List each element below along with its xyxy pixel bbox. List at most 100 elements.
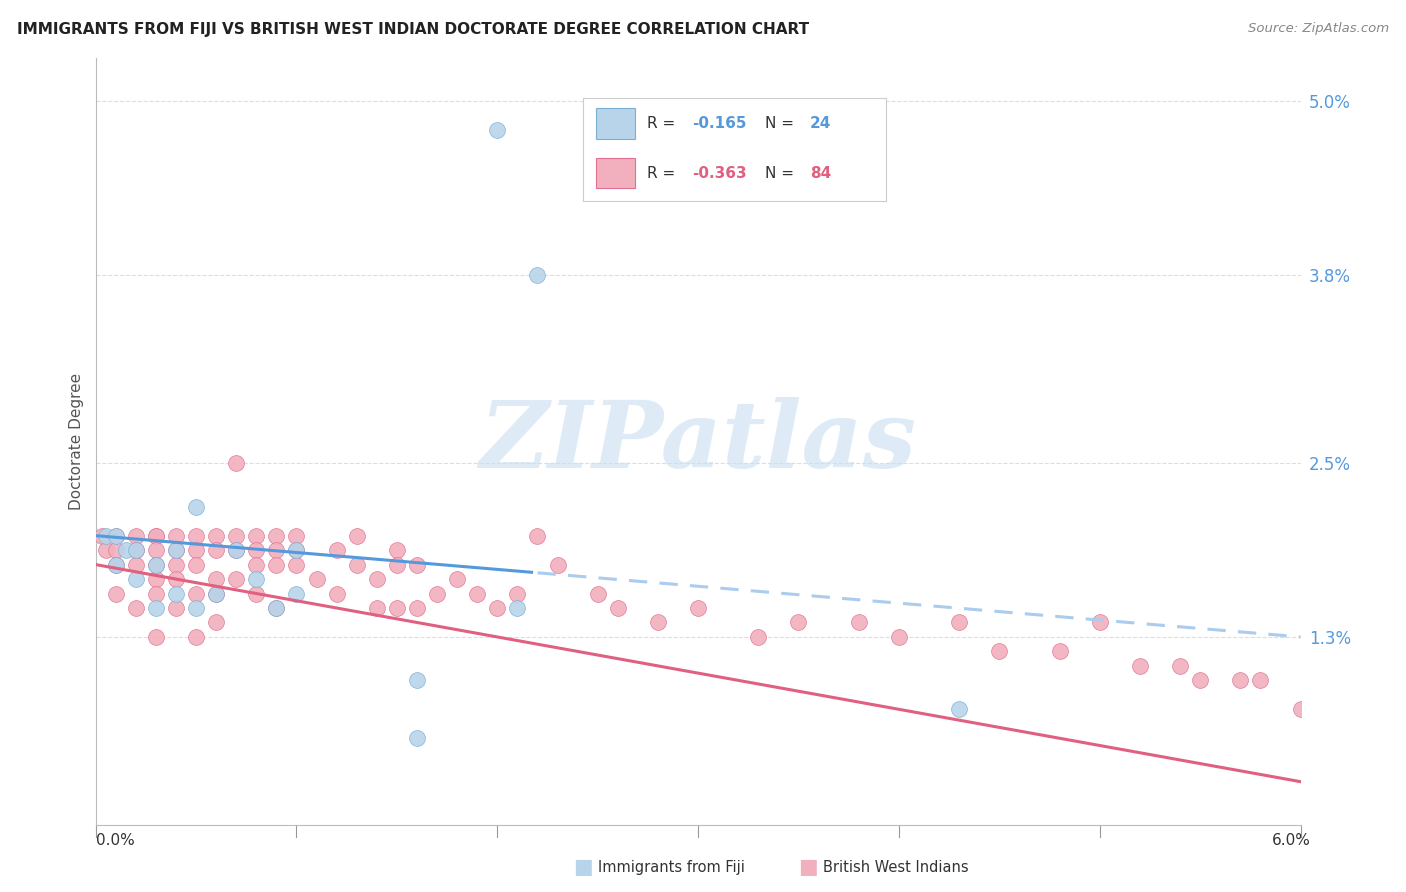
Point	[506, 601, 529, 615]
Text: N =: N =	[765, 166, 799, 180]
Point	[205, 615, 228, 630]
Point	[125, 528, 148, 542]
Point	[165, 601, 187, 615]
Text: Immigrants from Fiji: Immigrants from Fiji	[598, 860, 744, 874]
Point	[787, 615, 810, 630]
Point	[245, 572, 267, 586]
FancyBboxPatch shape	[596, 109, 636, 139]
Point	[1049, 644, 1071, 658]
Point	[184, 558, 207, 572]
Point	[245, 586, 267, 600]
Text: R =: R =	[647, 116, 681, 131]
Point	[225, 543, 247, 558]
Point	[184, 630, 207, 644]
Point	[266, 558, 288, 572]
Point	[266, 601, 288, 615]
Point	[225, 572, 247, 586]
Point	[125, 543, 148, 558]
Point	[205, 528, 228, 542]
Point	[245, 558, 267, 572]
Point	[104, 558, 127, 572]
Point	[486, 123, 509, 137]
Point	[647, 615, 669, 630]
Point	[94, 528, 117, 542]
Point	[104, 528, 127, 542]
Point	[125, 543, 148, 558]
Point	[406, 601, 429, 615]
Point	[486, 601, 509, 615]
Point	[245, 543, 267, 558]
Text: British West Indians: British West Indians	[823, 860, 969, 874]
Point	[184, 543, 207, 558]
Point	[145, 572, 167, 586]
Point	[114, 543, 136, 558]
Point	[104, 543, 127, 558]
Point	[747, 630, 769, 644]
Text: R =: R =	[647, 166, 681, 180]
Point	[385, 558, 408, 572]
Text: -0.165: -0.165	[692, 116, 747, 131]
Text: 0.0%: 0.0%	[96, 833, 135, 847]
Point	[1189, 673, 1212, 688]
Point	[165, 586, 187, 600]
Text: 24: 24	[810, 116, 831, 131]
Point	[104, 528, 127, 542]
Point	[245, 528, 267, 542]
Point	[205, 543, 228, 558]
Point	[184, 586, 207, 600]
Point	[125, 572, 148, 586]
Text: 84: 84	[810, 166, 831, 180]
Point	[406, 731, 429, 746]
Point	[547, 558, 569, 572]
Point	[366, 601, 388, 615]
Point	[305, 572, 328, 586]
Point	[145, 601, 167, 615]
Point	[266, 601, 288, 615]
Point	[145, 558, 167, 572]
Point	[325, 586, 347, 600]
Text: ■: ■	[799, 857, 818, 877]
Text: ■: ■	[574, 857, 593, 877]
Point	[526, 268, 548, 282]
Text: IMMIGRANTS FROM FIJI VS BRITISH WEST INDIAN DOCTORATE DEGREE CORRELATION CHART: IMMIGRANTS FROM FIJI VS BRITISH WEST IND…	[17, 22, 808, 37]
Point	[145, 543, 167, 558]
Point	[1168, 659, 1191, 673]
Point	[266, 543, 288, 558]
Point	[285, 543, 308, 558]
Point	[145, 558, 167, 572]
Point	[385, 543, 408, 558]
Point	[205, 572, 228, 586]
Point	[1088, 615, 1111, 630]
Point	[686, 601, 709, 615]
Point	[145, 586, 167, 600]
Point	[145, 630, 167, 644]
Point	[848, 615, 870, 630]
FancyBboxPatch shape	[596, 158, 636, 188]
Text: 6.0%: 6.0%	[1271, 833, 1310, 847]
Point	[446, 572, 468, 586]
Text: N =: N =	[765, 116, 799, 131]
Point	[184, 601, 207, 615]
Point	[346, 558, 368, 572]
Point	[94, 543, 117, 558]
Point	[165, 543, 187, 558]
Point	[526, 528, 548, 542]
Point	[285, 558, 308, 572]
Point	[606, 601, 628, 615]
Point	[90, 528, 112, 542]
Point	[366, 572, 388, 586]
Point	[205, 586, 228, 600]
Y-axis label: Doctorate Degree: Doctorate Degree	[69, 373, 84, 510]
Point	[426, 586, 449, 600]
Point	[346, 528, 368, 542]
Text: ZIPatlas: ZIPatlas	[479, 397, 917, 486]
Point	[104, 586, 127, 600]
Point	[104, 558, 127, 572]
Point	[165, 572, 187, 586]
Point	[406, 673, 429, 688]
Point	[125, 558, 148, 572]
Point	[948, 615, 970, 630]
Point	[465, 586, 488, 600]
Point	[165, 558, 187, 572]
Point	[285, 586, 308, 600]
